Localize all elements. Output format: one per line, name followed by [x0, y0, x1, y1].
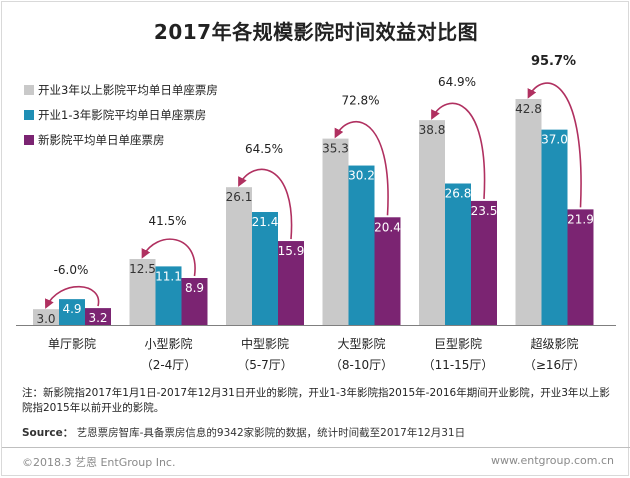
- value-label: 21.9: [567, 212, 594, 226]
- category-sublabel: （8-10厅）: [330, 358, 393, 372]
- bar-2-1: [59, 299, 85, 325]
- legend-swatch: [24, 110, 34, 120]
- growth-label: 64.9%: [438, 75, 476, 89]
- value-label: 21.4: [252, 215, 279, 229]
- bar-1-1: [33, 309, 59, 325]
- bar-2-3: [252, 212, 278, 325]
- value-label: 4.9: [62, 302, 81, 316]
- bar-3-6: [567, 209, 594, 325]
- value-label: 30.2: [348, 169, 375, 183]
- footer-divider: [2, 447, 630, 448]
- legend-label: 新影院平均单日单座票房: [38, 133, 165, 147]
- legend-swatch: [24, 85, 34, 95]
- bar-chart: 开业3年以上影院平均单日单座票房开业1-3年影院平均单日单座票房新影院平均单日单…: [16, 54, 616, 372]
- source-label: Source：: [22, 427, 74, 439]
- category-label: 巨型影院: [434, 337, 482, 351]
- category-label: 单厅影院: [48, 337, 96, 351]
- category-sublabel: （≥16厅）: [524, 358, 585, 372]
- bar-3-3: [278, 241, 304, 325]
- bar-2-4: [348, 165, 375, 325]
- value-label: 3.0: [36, 312, 55, 326]
- bar-3-2: [181, 278, 208, 325]
- category-label: 中型影院: [241, 336, 289, 351]
- bar-1-6: [515, 99, 542, 326]
- growth-arrow: [431, 102, 486, 199]
- value-label: 20.4: [374, 220, 401, 234]
- value-label: 23.5: [471, 204, 498, 218]
- value-label: 35.3: [322, 142, 349, 156]
- legend-label: 开业1-3年影院平均单日单座票房: [38, 108, 206, 122]
- bar-3-4: [374, 217, 401, 325]
- growth-label: -6.0%: [54, 263, 89, 277]
- website-url: www.entgroup.com.cn: [491, 454, 614, 467]
- value-label: 12.5: [129, 262, 156, 276]
- growth-label: 95.7%: [531, 54, 576, 69]
- category-sublabel: （5-7厅）: [237, 358, 293, 372]
- bar-1-5: [419, 120, 445, 325]
- chart-title: 2017年各规模影院时间效益对比图: [153, 20, 479, 44]
- x-axis: 单厅影院 小型影院 （2-4厅） 中型影院 （5-7厅） 大型影院 （8-10厅） 巨型影院 （…: [16, 325, 616, 372]
- value-label: 38.8: [419, 123, 446, 137]
- bar-2-6: [541, 129, 568, 325]
- value-label: 26.1: [226, 190, 253, 204]
- value-label: 37.0: [541, 133, 568, 147]
- category-sublabel: （11-15厅）: [423, 358, 494, 372]
- growth-arrow: [527, 82, 582, 208]
- bar-2-2: [155, 266, 182, 325]
- bar-3-5: [471, 200, 497, 325]
- value-label: 42.8: [515, 102, 542, 116]
- copyright: ©2018.3 艺恩 EntGroup Inc.: [22, 456, 176, 469]
- value-label: 26.8: [445, 186, 472, 200]
- bar-3-1: [85, 308, 111, 325]
- growth-label: 72.8%: [341, 94, 379, 108]
- growth-arrows: -6.0% 41.5% 64.5% 72.8% 64.9% 95.7%: [45, 54, 582, 309]
- value-label: 11.1: [155, 269, 182, 283]
- growth-label: 64.5%: [245, 142, 283, 156]
- growth-arrow: [238, 168, 293, 240]
- growth-arrow: [45, 286, 100, 309]
- source-text: 艺恩票房智库-具备票房信息的9342家影院的数据，统计时间截至2017年12月3…: [76, 427, 466, 439]
- bar-1-3: [226, 187, 252, 325]
- footnote: 注：新影院指2017年1月1日-2017年12月31日开业的影院，开业1-3年影…: [22, 387, 610, 414]
- legend-label: 开业3年以上影院平均单日单座票房: [38, 83, 218, 97]
- category-label: 超级影院: [530, 336, 578, 351]
- category-sublabel: （2-4厅）: [141, 358, 197, 372]
- legend-swatch: [24, 135, 34, 145]
- legend: 开业3年以上影院平均单日单座票房开业1-3年影院平均单日单座票房新影院平均单日单…: [24, 83, 218, 147]
- bar-1-2: [129, 259, 156, 325]
- category-label: 小型影院: [144, 337, 192, 351]
- value-label: 15.9: [278, 244, 305, 258]
- category-label: 大型影院: [337, 337, 385, 351]
- growth-label: 41.5%: [148, 214, 186, 228]
- bar-2-5: [445, 183, 471, 325]
- value-label: 8.9: [185, 281, 204, 295]
- bar-series: [33, 99, 594, 326]
- value-label: 3.2: [88, 311, 107, 325]
- value-labels: 3.0 4.9 3.2 12.511.18.9 26.1 21.4 15.9 35.3 30.2…: [36, 102, 593, 326]
- bar-1-4: [322, 138, 349, 325]
- growth-arrow: [334, 121, 389, 216]
- growth-arrow: [141, 238, 196, 277]
- source-line: Source： 艺恩票房智库-具备票房信息的9342家影院的数据，统计时间截至2…: [22, 425, 465, 440]
